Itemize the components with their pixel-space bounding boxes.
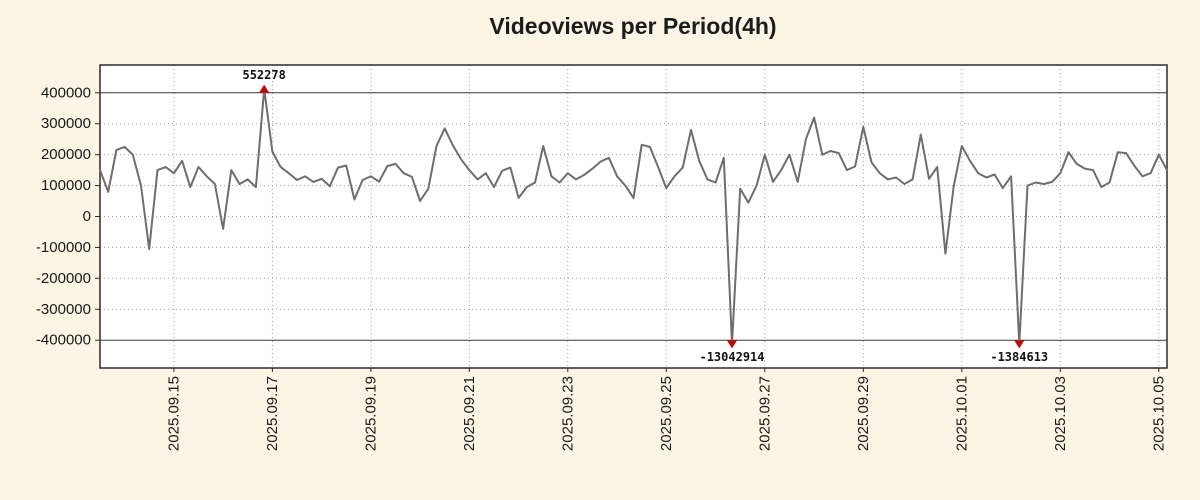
y-tick-label: 100000: [41, 177, 91, 194]
plot-frame: [99, 64, 1168, 369]
min-value-label: -13042914: [699, 350, 764, 364]
x-tick-label: 2025.10.05: [1150, 376, 1167, 451]
x-tick-label: 2025.09.23: [559, 376, 576, 451]
y-tick-label: -400000: [36, 332, 91, 349]
x-tick-label: 2025.09.29: [855, 376, 872, 451]
x-tick-label: 2025.09.19: [362, 376, 379, 451]
y-tick-label: 400000: [41, 84, 91, 101]
y-tick-label: 200000: [41, 146, 91, 163]
series-line: [99, 88, 1168, 345]
y-tick-label: 0: [83, 208, 91, 225]
x-tick-label: 2025.09.21: [461, 376, 478, 451]
x-tick-label: 2025.09.17: [264, 376, 281, 451]
x-tick-label: 2025.10.03: [1052, 376, 1069, 451]
x-tick-label: 2025.09.27: [756, 376, 773, 451]
min-marker-icon: [726, 340, 737, 349]
x-tick-label: 2025.10.01: [953, 376, 970, 451]
y-tick-label: 300000: [41, 115, 91, 132]
y-tick-label: -100000: [36, 239, 91, 256]
min-value-label: -1384613: [990, 350, 1048, 364]
chart-title: Videoviews per Period(4h): [489, 13, 776, 39]
x-tick-label: 2025.09.25: [658, 376, 675, 451]
y-tick-label: -200000: [36, 270, 91, 287]
max-value-label: 552278: [242, 68, 285, 82]
max-marker-icon: [259, 84, 270, 93]
plot-area: 2025.09.15 2025.09.17 2025.09.19 2025.09.21…: [36, 64, 1168, 451]
y-tick-label: -300000: [36, 301, 91, 318]
min-marker-icon: [1014, 340, 1025, 349]
plot-background: [100, 65, 1167, 368]
x-tick-label: 2025.09.15: [165, 376, 182, 451]
